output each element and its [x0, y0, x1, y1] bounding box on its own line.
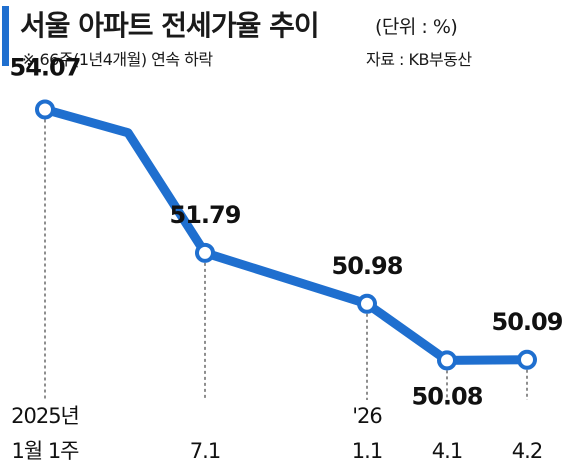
x-tick-label: 1.1 [352, 439, 382, 463]
data-point-marker [195, 242, 215, 263]
chart-title: 서울 아파트 전세가율 추이 [20, 9, 320, 42]
data-label: 50.98 [332, 252, 403, 280]
data-point-marker [35, 99, 55, 120]
note-text: ※ 66주(1년4개월) 연속 하락 [22, 50, 213, 69]
x-tick-label: '26 [352, 404, 382, 428]
data-label: 51.79 [170, 201, 241, 229]
x-tick-label: 2025년 [11, 404, 79, 428]
series-line [40, 104, 532, 365]
data-point-marker [437, 350, 457, 371]
x-tick-label: 4.2 [512, 439, 542, 463]
data-label: 50.09 [492, 308, 563, 336]
data-label: 54.07 [10, 53, 81, 81]
source-text: 자료 : KB부동산 [366, 50, 472, 69]
data-point-marker [357, 293, 377, 314]
title-accent-bar [2, 6, 9, 66]
x-tick-label: 4.1 [432, 439, 462, 463]
unit-label: (단위 : %) [375, 16, 458, 38]
data-label: 50.08 [412, 382, 483, 410]
x-tick-label: 1월 1주 [11, 439, 79, 463]
data-point-marker [517, 349, 537, 370]
x-tick-label: 7.1 [190, 439, 220, 463]
